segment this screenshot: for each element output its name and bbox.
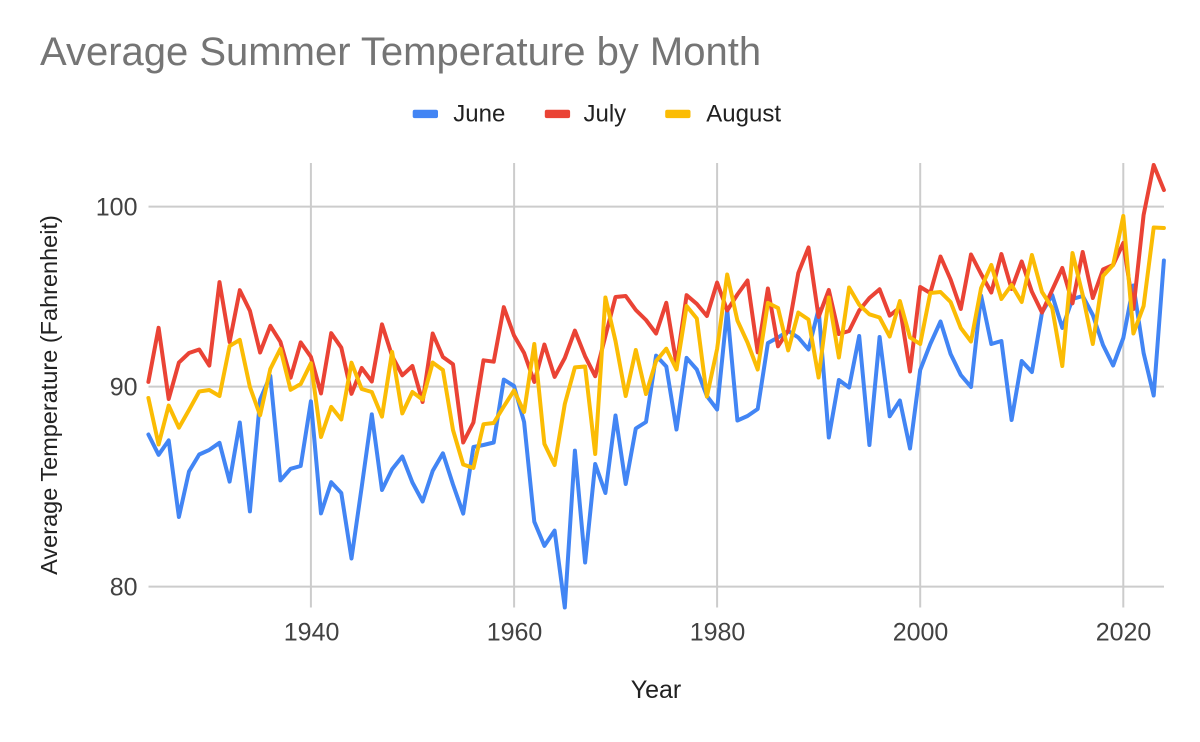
svg-text:Average Summer Temperature by: Average Summer Temperature by Month xyxy=(40,30,761,74)
svg-text:Year: Year xyxy=(631,676,682,704)
svg-text:1940: 1940 xyxy=(284,619,340,647)
svg-text:June: June xyxy=(453,101,505,128)
svg-text:Average Temperature (Fahrenhei: Average Temperature (Fahrenheit) xyxy=(36,215,62,575)
svg-text:2020: 2020 xyxy=(1096,619,1152,647)
svg-text:100: 100 xyxy=(96,194,138,222)
svg-text:1960: 1960 xyxy=(487,619,543,647)
svg-text:2000: 2000 xyxy=(893,619,949,647)
svg-text:1980: 1980 xyxy=(690,619,746,647)
svg-text:80: 80 xyxy=(110,574,138,602)
svg-text:August: August xyxy=(706,101,781,128)
svg-text:90: 90 xyxy=(110,374,138,402)
svg-text:July: July xyxy=(584,101,627,128)
